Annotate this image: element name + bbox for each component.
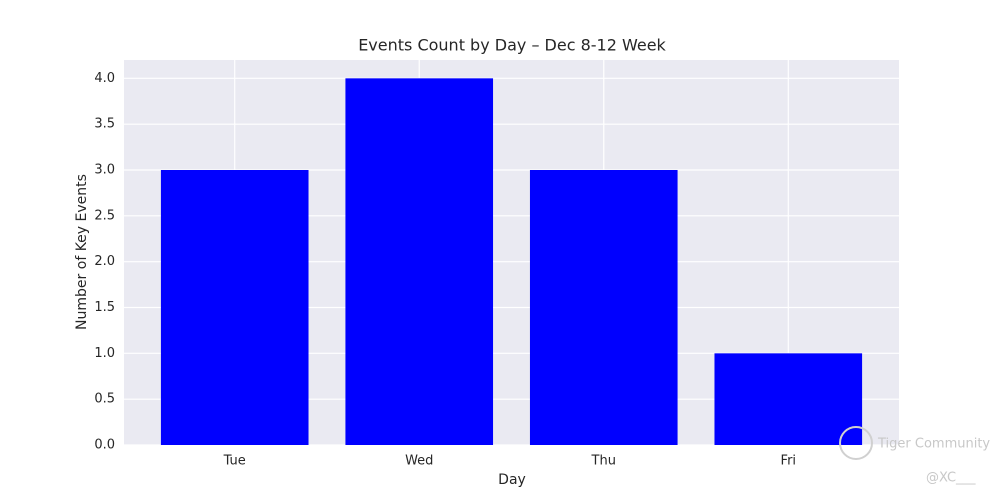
- watermark-handle: @XC___: [926, 471, 976, 486]
- bar: [714, 353, 863, 445]
- y-tick-label: 4.0: [94, 71, 115, 86]
- x-tick-label: Thu: [591, 454, 616, 469]
- bar: [160, 170, 309, 445]
- y-tick-label: 1.0: [94, 346, 115, 361]
- x-tick-label: Tue: [223, 454, 246, 469]
- watermark: Tiger Community @XC___: [839, 426, 990, 486]
- watermark-text: Tiger Community: [877, 437, 990, 452]
- y-tick-label: 3.0: [94, 163, 115, 178]
- bars: [160, 78, 863, 445]
- bar: [345, 78, 494, 445]
- y-tick-label: 0.5: [94, 392, 115, 407]
- x-axis-label: Day: [498, 472, 526, 488]
- y-tick-label: 1.5: [94, 300, 115, 315]
- x-tick-label: Fri: [781, 454, 797, 469]
- bar: [529, 170, 678, 445]
- watermark-logo: [839, 426, 873, 460]
- y-axis-label: Number of Key Events: [74, 174, 90, 330]
- y-tick-label: 3.5: [94, 117, 115, 132]
- chart-title: Events Count by Day – Dec 8-12 Week: [358, 36, 666, 55]
- x-tick-label: Wed: [405, 454, 433, 469]
- y-tick-label: 2.0: [94, 254, 115, 269]
- y-tick-label: 2.5: [94, 208, 115, 223]
- y-tick-label: 0.0: [94, 438, 115, 453]
